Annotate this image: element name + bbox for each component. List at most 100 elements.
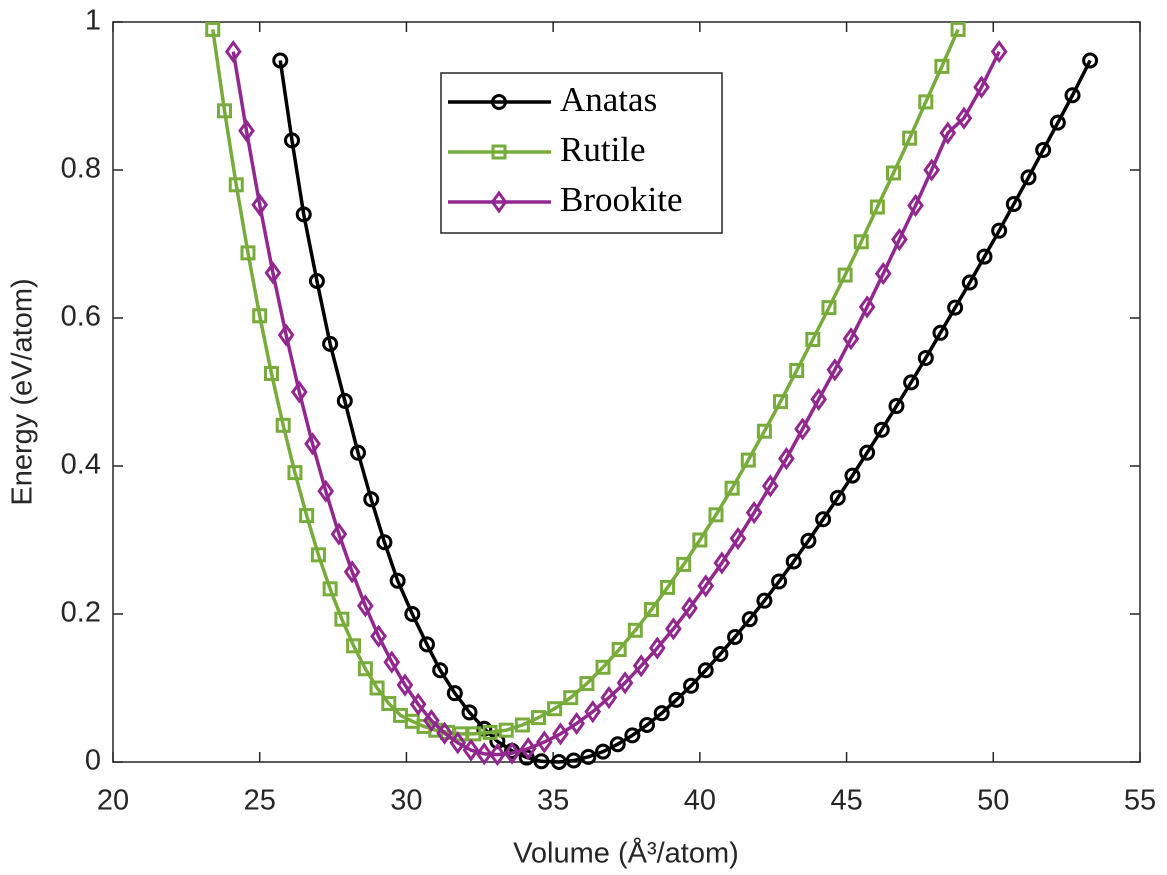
marker <box>886 165 902 181</box>
x-axis-label: Volume (Å³/atom) <box>513 837 739 870</box>
marker <box>580 748 597 765</box>
marker <box>697 574 715 598</box>
marker <box>514 717 530 733</box>
marker <box>778 447 795 471</box>
marker <box>815 511 832 528</box>
y-tick-label: 0.6 <box>61 301 101 333</box>
marker <box>947 299 964 316</box>
marker <box>466 726 482 742</box>
marker <box>902 130 918 146</box>
legend-marker <box>490 190 508 214</box>
marker <box>530 710 546 726</box>
marker <box>888 398 905 415</box>
marker <box>489 743 506 767</box>
marker <box>272 52 289 69</box>
marker <box>789 363 805 379</box>
marker <box>794 417 811 441</box>
marker <box>761 474 779 498</box>
marker <box>1064 87 1081 104</box>
marker <box>745 501 763 525</box>
x-tick-label: 45 <box>830 785 862 817</box>
marker <box>322 335 339 352</box>
marker <box>389 572 406 589</box>
marker <box>741 611 758 628</box>
marker <box>498 722 514 738</box>
x-tick-label: 40 <box>684 785 716 817</box>
marker <box>950 21 966 37</box>
marker <box>334 611 350 627</box>
marker <box>482 724 498 740</box>
marker <box>423 708 440 733</box>
marker <box>611 642 627 658</box>
marker <box>681 596 698 620</box>
marker <box>308 273 325 289</box>
x-tick-label: 25 <box>244 785 276 817</box>
marker <box>396 673 414 697</box>
marker <box>381 696 397 712</box>
marker <box>990 40 1008 64</box>
marker <box>533 753 550 770</box>
marker <box>713 551 731 575</box>
marker <box>304 432 321 456</box>
marker <box>665 617 682 641</box>
legend-marker <box>491 94 507 110</box>
marker <box>535 730 553 754</box>
marker <box>891 227 908 252</box>
marker <box>907 193 924 218</box>
y-tick-label: 0.4 <box>61 449 101 481</box>
marker <box>821 300 837 316</box>
marker <box>609 736 626 753</box>
plot-frame <box>112 21 1141 763</box>
marker <box>409 692 427 716</box>
marker <box>616 671 634 695</box>
marker <box>287 465 303 481</box>
legend-label: Rutile <box>560 130 646 169</box>
marker <box>923 158 941 182</box>
x-tick-label: 55 <box>1124 785 1156 817</box>
marker <box>729 526 747 551</box>
marker <box>727 628 744 645</box>
marker <box>697 662 714 679</box>
marker <box>418 636 435 653</box>
marker <box>264 261 282 285</box>
marker <box>810 387 828 411</box>
marker <box>853 234 869 250</box>
y-tick-label: 0.2 <box>61 597 101 629</box>
y-tick-label: 0.8 <box>61 153 101 185</box>
marker <box>404 606 421 622</box>
x-tick-label: 35 <box>537 785 569 817</box>
legend-label: Brookite <box>560 180 682 219</box>
marker <box>976 248 993 265</box>
marker <box>290 380 308 404</box>
marker <box>383 650 401 674</box>
x-tick-label: 30 <box>390 785 422 817</box>
marker <box>712 645 729 662</box>
marker <box>376 534 393 551</box>
marker <box>600 686 618 710</box>
marker <box>275 417 291 433</box>
marker <box>563 690 579 706</box>
marker <box>632 654 650 678</box>
marker <box>939 121 957 145</box>
marker <box>336 392 353 409</box>
marker <box>322 581 338 597</box>
marker <box>475 742 493 766</box>
marker <box>357 661 373 677</box>
marker <box>310 547 326 563</box>
y-tick-label: 1 <box>85 5 101 37</box>
marker <box>595 743 612 760</box>
marker <box>370 624 387 648</box>
series <box>272 52 1099 770</box>
marker <box>547 701 563 717</box>
marker <box>837 267 853 283</box>
marker <box>552 722 569 746</box>
marker <box>568 711 585 736</box>
marker <box>584 700 602 724</box>
marker <box>955 106 973 130</box>
marker <box>773 394 789 410</box>
marker <box>356 594 374 618</box>
marker <box>346 638 362 654</box>
marker <box>859 444 876 461</box>
marker <box>579 676 595 692</box>
marker <box>295 206 312 223</box>
